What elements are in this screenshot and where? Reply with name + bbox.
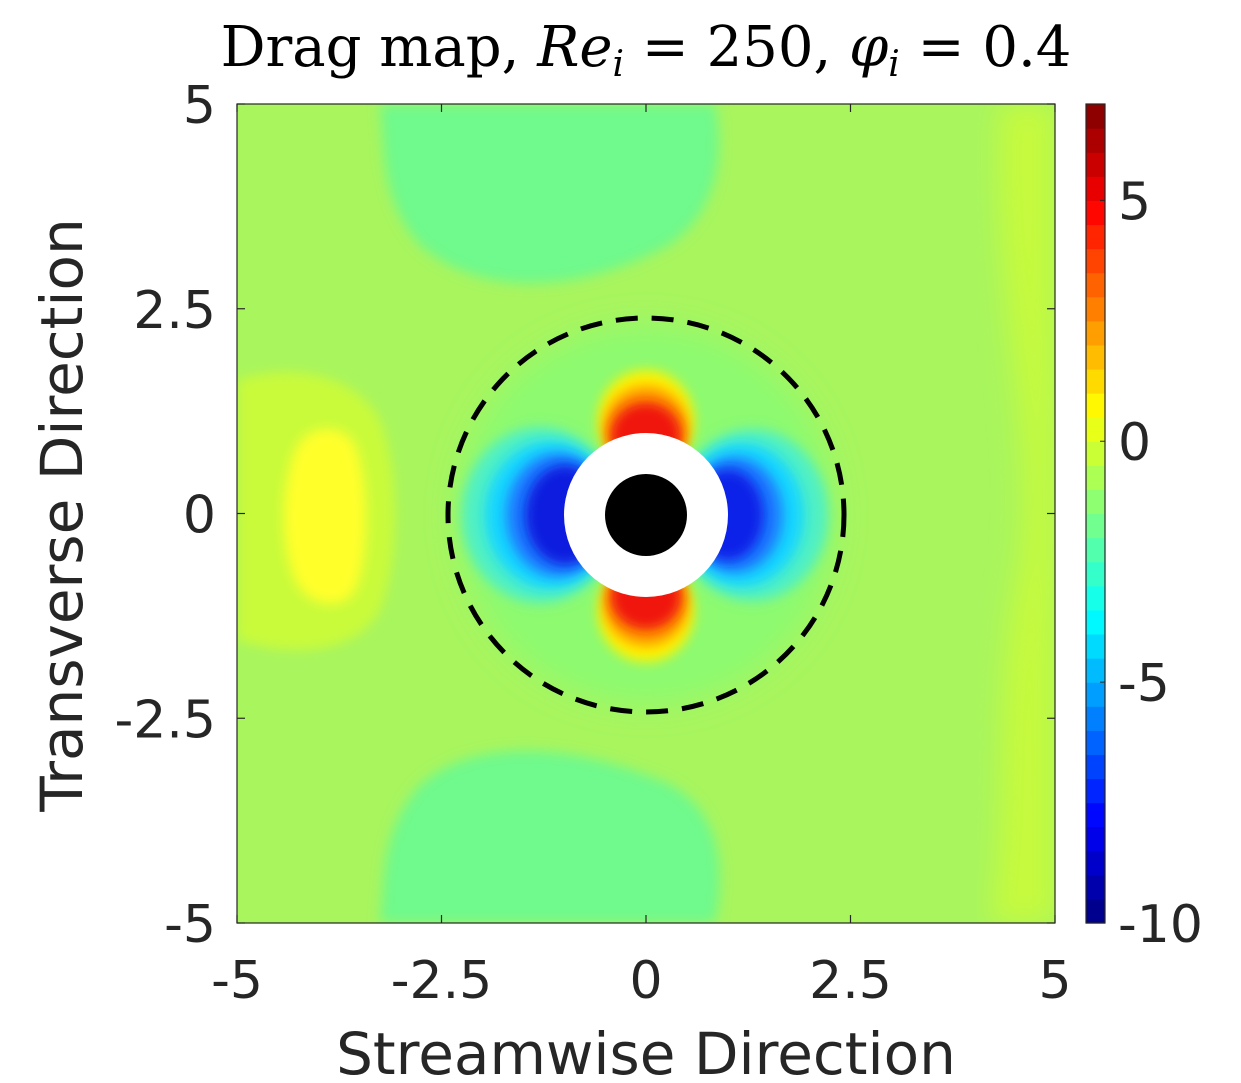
colorbar-level (1086, 537, 1105, 563)
chart-title: Drag map, Rei = 250, φi = 0.4 (221, 15, 1072, 85)
colorbar-level (1086, 248, 1105, 274)
colorbar-level (1086, 609, 1105, 635)
colorbar-level (1086, 850, 1105, 876)
title-phi-subscript: i (888, 44, 900, 85)
x-tick-label: 0 (629, 951, 662, 1011)
title-re-subscript: i (613, 44, 625, 85)
x-tick-label: -2.5 (391, 951, 492, 1011)
x-axis-ticks (236, 104, 1056, 923)
colorbar-level (1086, 658, 1105, 683)
colorbar-level (1086, 802, 1105, 828)
colorbar-level (1086, 706, 1105, 731)
colorbar-level (1086, 224, 1105, 250)
top-wake-region (380, 104, 719, 284)
colorbar-level (1086, 441, 1105, 466)
colorbar-level (1086, 272, 1105, 298)
y-tick-label: 5 (183, 76, 216, 136)
colorbar-level (1086, 344, 1105, 370)
x-axis-label: Streamwise Direction (336, 1020, 956, 1083)
x-axis-tick-labels: -5 -2.5 0 2.5 5 (211, 951, 1071, 1011)
y-tick-label: -2.5 (115, 690, 216, 750)
colorbar-level (1086, 826, 1105, 852)
colorbar-level (1086, 320, 1105, 346)
y-axis-tick-labels: -5 -2.5 0 2.5 5 (115, 76, 216, 955)
colorbar (1085, 103, 1106, 924)
bottom-wake-region (380, 750, 720, 923)
upstream-positive-lobe (283, 428, 367, 604)
colorbar-level (1086, 465, 1105, 491)
colorbar-level (1086, 368, 1105, 394)
x-tick-label: 5 (1038, 951, 1071, 1011)
y-tick-label: -5 (164, 895, 216, 955)
colorbar-level (1086, 754, 1105, 780)
y-axis-ticks (237, 103, 1055, 924)
colorbar-level (1086, 874, 1105, 900)
colorbar-level (1086, 489, 1105, 515)
colorbar-tick-label: 0 (1118, 413, 1151, 473)
heatmap-field (237, 104, 1055, 923)
colorbar-level (1086, 682, 1105, 707)
colorbar-level (1086, 513, 1105, 539)
colorbar-level (1086, 104, 1105, 129)
colorbar-level (1086, 561, 1105, 587)
colorbar-level (1086, 152, 1105, 177)
title-prefix: Drag map, (221, 15, 538, 80)
title-phi-symbol: φ (849, 15, 888, 80)
colorbar-tick-labels: 5 0 -5 -10 (1100, 172, 1203, 955)
right-edge-band (990, 104, 1055, 923)
title-re-symbol: Re (536, 15, 612, 80)
colorbar-level (1086, 417, 1105, 442)
colorbar-level (1086, 128, 1105, 153)
colorbar-level (1086, 176, 1105, 201)
neighbourhood-circle (445, 315, 847, 715)
colorbar-level (1086, 585, 1105, 611)
colorbar-tick-label: -10 (1118, 895, 1203, 955)
title-re-value: = 250, (624, 15, 849, 80)
colorbar-frame (1085, 103, 1106, 924)
y-tick-label: 2.5 (133, 281, 216, 341)
colorbar-level (1086, 393, 1105, 418)
x-tick-label: -5 (211, 951, 263, 1011)
particle (605, 474, 687, 556)
colorbar-level (1086, 898, 1105, 924)
title-phi-value: = 0.4 (900, 15, 1072, 80)
colorbar-level (1086, 730, 1105, 755)
colorbar-tick-label: 5 (1118, 172, 1151, 232)
y-tick-label: 0 (183, 486, 216, 546)
colorbar-level (1086, 778, 1105, 804)
colorbar-level (1086, 296, 1105, 322)
y-axis-label: Transverse Direction (28, 218, 96, 812)
colorbar-level (1086, 633, 1105, 659)
x-tick-label: 2.5 (809, 951, 892, 1011)
colorbar-level (1086, 200, 1105, 226)
colorbar-tick-label: -5 (1118, 654, 1170, 714)
